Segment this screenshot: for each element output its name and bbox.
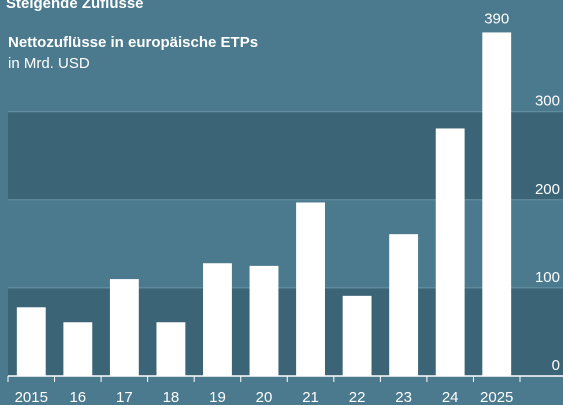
x-tick-label: 21	[302, 389, 319, 405]
grid-band	[8, 287, 563, 376]
x-tick-label: 2025	[480, 389, 513, 405]
x-tick-label: 23	[395, 389, 412, 405]
grid-band	[8, 111, 563, 200]
x-tick-label: 24	[442, 389, 459, 405]
bar	[249, 265, 279, 376]
x-tick-label: 16	[69, 389, 86, 405]
y-tick-label: 100	[535, 269, 560, 286]
chart-subtitle: Nettozuflüsse in europäische ETPs	[8, 34, 258, 51]
bar	[435, 128, 465, 376]
bar	[109, 279, 139, 376]
x-tick-label: 19	[209, 389, 226, 405]
unit-label: in Mrd. USD	[8, 55, 90, 72]
y-tick-label: 300	[535, 93, 560, 110]
x-tick-label: 20	[256, 389, 273, 405]
x-tick-label: 18	[163, 389, 180, 405]
y-tick-label: 0	[552, 357, 560, 374]
bar	[63, 322, 93, 376]
bar	[203, 263, 232, 376]
bar	[16, 307, 46, 376]
bar	[156, 322, 186, 376]
x-tick-label: 17	[116, 389, 133, 405]
x-tick-label: 22	[349, 389, 366, 405]
bar	[482, 32, 512, 377]
bar	[296, 202, 325, 376]
y-tick-label: 200	[535, 181, 560, 198]
x-tick-label: 2015	[15, 389, 48, 405]
bar	[342, 295, 372, 376]
chart-title: Steigende Zuflüsse	[6, 0, 144, 12]
value-label: 390	[484, 10, 509, 27]
bar	[389, 234, 419, 376]
